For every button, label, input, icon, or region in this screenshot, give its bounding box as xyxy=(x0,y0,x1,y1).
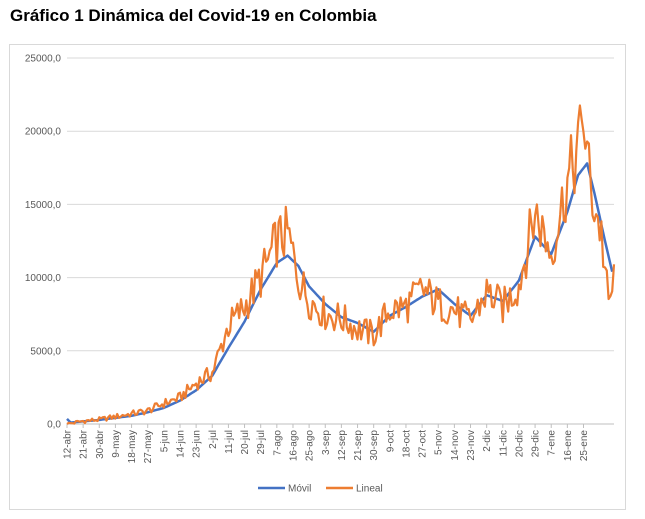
x-tick-label: 9-may xyxy=(111,430,122,458)
x-tick-label: 14-nov xyxy=(450,430,461,461)
x-tick-label: 16-ago xyxy=(288,430,299,462)
x-tick-label: 23-jun xyxy=(192,430,203,458)
x-tick-label: 20-jul xyxy=(240,430,251,454)
y-tick-label: 0,0 xyxy=(47,420,61,431)
x-axis-ticks: 12-abr 21-abr 30-abr 9-may 18-may 27-may 5-jun… xyxy=(63,424,590,463)
x-tick-label: 30-abr xyxy=(95,429,106,459)
y-tick-label: 15000,0 xyxy=(25,200,62,211)
x-tick-label: 7-ago xyxy=(272,430,283,456)
y-tick-label: 20000,0 xyxy=(25,127,62,138)
x-tick-label: 23-nov xyxy=(466,430,477,461)
y-tick-label: 25000,0 xyxy=(25,54,62,65)
x-tick-label: 29-dic xyxy=(531,430,542,457)
x-tick-label: 11-dic xyxy=(498,430,509,457)
series-movil-line xyxy=(66,162,614,424)
x-tick-label: 9-oct xyxy=(385,430,396,452)
series-lines xyxy=(66,104,616,425)
y-tick-label: 10000,0 xyxy=(25,273,62,284)
x-tick-label: 2-dic xyxy=(482,430,493,452)
x-tick-label: 16-ene xyxy=(563,430,574,462)
x-tick-label: 30-sep xyxy=(369,430,380,461)
x-tick-label: 21-sep xyxy=(353,430,364,461)
x-tick-label: 5-jun xyxy=(159,430,170,452)
x-tick-label: 12-sep xyxy=(337,430,348,461)
x-tick-label: 18-oct xyxy=(401,430,412,458)
y-tick-label: 5000,0 xyxy=(30,346,61,357)
x-tick-label: 25-ago xyxy=(305,430,316,462)
x-tick-label: 7-ene xyxy=(547,430,558,456)
x-tick-label: 20-dic xyxy=(514,430,525,457)
chart-frame xyxy=(9,44,626,510)
legend-movil-label: Móvil xyxy=(288,484,311,495)
series-lineal-line xyxy=(66,104,616,425)
x-tick-label: 2-jul xyxy=(208,430,219,449)
x-tick-label: 18-may xyxy=(127,430,138,463)
legend-lineal-label: Lineal xyxy=(356,484,383,495)
x-tick-label: 3-sep xyxy=(321,430,332,455)
y-axis-ticks: 0,0 5000,0 10000,0 15000,0 20000,0 25000,0 xyxy=(25,54,62,431)
gridlines xyxy=(67,57,614,352)
x-tick-label: 21-abr xyxy=(79,429,90,459)
x-tick-label: 5-nov xyxy=(434,430,445,455)
x-tick-label: 11-jul xyxy=(224,430,235,454)
legend: Móvil Lineal xyxy=(258,484,383,495)
x-tick-label: 14-jun xyxy=(175,430,186,458)
x-tick-label: 27-oct xyxy=(418,430,429,458)
chart-title: Gráfico 1 Dinámica del Covid-19 en Colom… xyxy=(10,6,377,25)
x-tick-label: 25-ene xyxy=(579,430,590,462)
x-tick-label: 12-abr xyxy=(63,429,74,459)
x-tick-label: 29-jul xyxy=(256,430,267,454)
x-tick-label: 27-may xyxy=(143,430,154,463)
